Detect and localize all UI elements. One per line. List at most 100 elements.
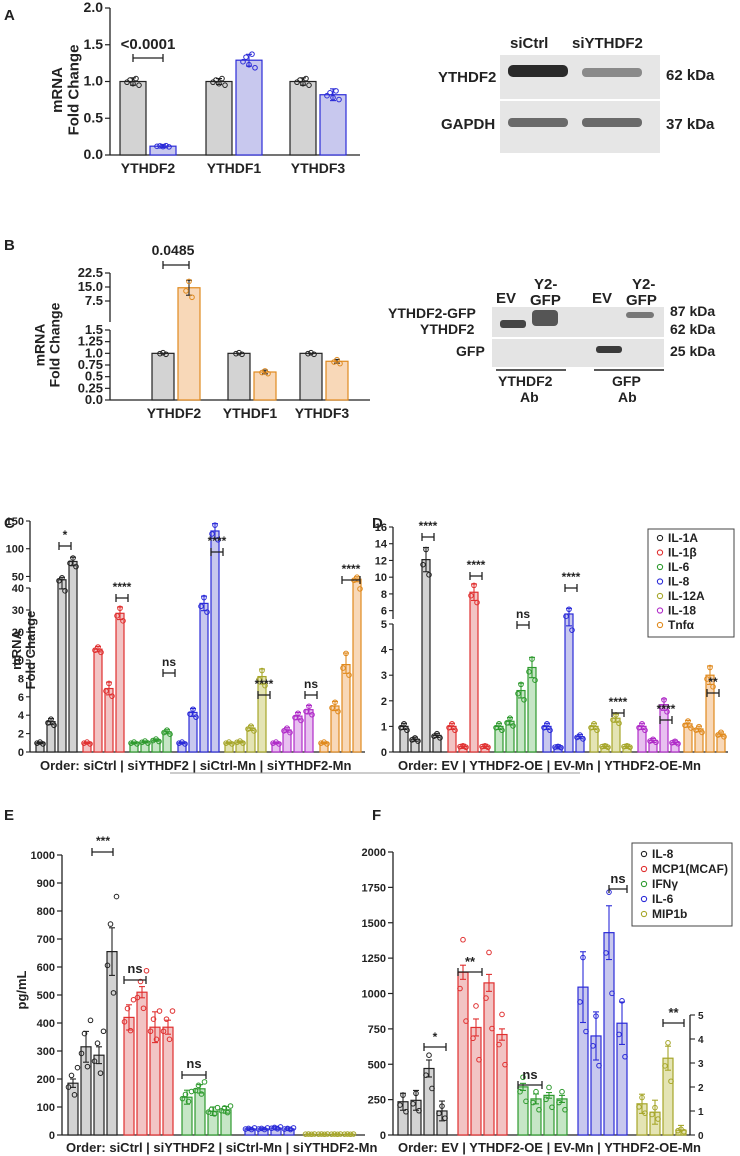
y-tick-label: 10 xyxy=(375,572,387,584)
panel-label-d: D xyxy=(372,515,383,532)
significance-label: **** xyxy=(609,695,628,709)
x-tick-label: YTHDF2 xyxy=(147,405,202,421)
bar xyxy=(496,1033,508,1136)
bar-treated xyxy=(235,59,263,156)
data-point xyxy=(166,1036,173,1043)
data-point xyxy=(259,667,265,674)
data-point xyxy=(81,740,87,746)
y-tick-label: 2000 xyxy=(362,847,386,859)
data-point xyxy=(208,1106,215,1113)
bar-treated xyxy=(253,371,277,401)
x-tick-label: YTHDF1 xyxy=(223,405,278,421)
data-point xyxy=(185,1098,192,1105)
data-point xyxy=(710,683,716,690)
data-point xyxy=(68,1072,75,1079)
data-point xyxy=(449,721,455,727)
blot-b-row-label: YTHDF2-GFP xyxy=(388,305,476,321)
y2-tick-label: 2 xyxy=(698,1083,704,1094)
data-point xyxy=(616,720,622,727)
y2-tick-label: 1 xyxy=(698,1107,704,1118)
data-point xyxy=(256,676,262,683)
data-point xyxy=(303,75,309,82)
data-point xyxy=(284,1125,291,1132)
bar-ctrl xyxy=(119,80,147,156)
blot-a-band xyxy=(508,65,568,77)
data-point xyxy=(398,724,404,731)
data-point xyxy=(653,739,659,746)
legend-marker xyxy=(640,865,648,873)
y-tick-label: 0 xyxy=(18,747,24,759)
data-point xyxy=(216,80,222,87)
data-point xyxy=(668,1078,674,1085)
data-point xyxy=(243,54,249,60)
data-point xyxy=(276,741,282,747)
data-point xyxy=(167,731,173,737)
data-point xyxy=(264,1125,271,1131)
data-point xyxy=(463,1018,469,1024)
x-tick-label: YTHDF3 xyxy=(295,405,350,421)
bar xyxy=(421,559,431,753)
data-point xyxy=(486,949,492,956)
data-point xyxy=(344,1131,351,1137)
data-point xyxy=(420,561,426,568)
bar-ctrl xyxy=(289,80,317,156)
data-point xyxy=(56,577,62,584)
data-point xyxy=(211,1111,218,1117)
y-axis-label: pg/mL xyxy=(14,970,29,1009)
blot-b-band xyxy=(596,346,622,353)
data-point xyxy=(117,605,123,612)
y-tick-label: 15.0 xyxy=(78,279,103,294)
data-point xyxy=(71,1092,78,1098)
data-point xyxy=(193,714,199,720)
data-point xyxy=(530,1099,536,1106)
data-point xyxy=(580,954,586,961)
y-axis-label-line: mRNA xyxy=(31,324,47,367)
y-tick-label: 2 xyxy=(18,729,24,741)
data-point xyxy=(412,735,418,741)
y2-tick-label: 4 xyxy=(698,1035,704,1046)
y-tick-label: 0 xyxy=(380,1130,386,1142)
legend-label: IL-8 xyxy=(652,847,674,861)
data-point xyxy=(416,1107,422,1114)
data-point xyxy=(559,1088,565,1095)
y-tick-label: 250 xyxy=(368,1095,386,1107)
y-tick-label: 1750 xyxy=(362,882,386,894)
data-point xyxy=(297,77,303,83)
y-tick-label: 0 xyxy=(381,747,387,759)
blot-a-lane-label: siCtrl xyxy=(510,35,548,52)
chart-a: 0.0 0.5 1.0 1.5 2.0 mRNAFold Change YTHDF2 YTHD… xyxy=(49,0,360,176)
data-point xyxy=(718,729,724,736)
bar xyxy=(527,666,537,753)
data-point xyxy=(610,717,616,723)
y-tick-label: 2 xyxy=(381,696,387,708)
data-point xyxy=(429,1085,435,1092)
data-point xyxy=(201,1079,208,1085)
y-tick-label: 14 xyxy=(375,539,388,551)
x-axis-label: Order: siCtrl | siYTHDF2 | siCtrl-Mn | s… xyxy=(66,1140,377,1155)
x-axis-label: Order: EV | YTHDF2-OE | EV-Mn | YTHDF2-O… xyxy=(398,758,701,773)
data-point xyxy=(110,990,117,996)
data-point xyxy=(127,77,133,83)
data-point xyxy=(636,724,642,731)
significance-label: ns xyxy=(186,1056,201,1071)
data-point xyxy=(556,1099,562,1106)
data-point xyxy=(639,721,645,727)
data-point xyxy=(652,1104,658,1111)
data-point xyxy=(518,681,524,688)
x-tick-label: YTHDF3 xyxy=(291,160,346,176)
data-point xyxy=(92,647,98,654)
data-point xyxy=(583,1028,589,1035)
data-point xyxy=(157,350,163,357)
bar xyxy=(516,689,526,753)
data-point xyxy=(622,1053,628,1060)
data-point xyxy=(87,741,93,747)
y-tick-label: 1.0 xyxy=(85,345,103,360)
legend-marker xyxy=(656,534,664,542)
x-tick-label: YTHDF2 xyxy=(121,160,176,176)
data-point xyxy=(78,1050,85,1057)
y-axis-label-line: mRNA xyxy=(9,630,24,670)
blot-b-lane-gfp: GFP xyxy=(626,292,657,309)
bar xyxy=(469,591,479,753)
